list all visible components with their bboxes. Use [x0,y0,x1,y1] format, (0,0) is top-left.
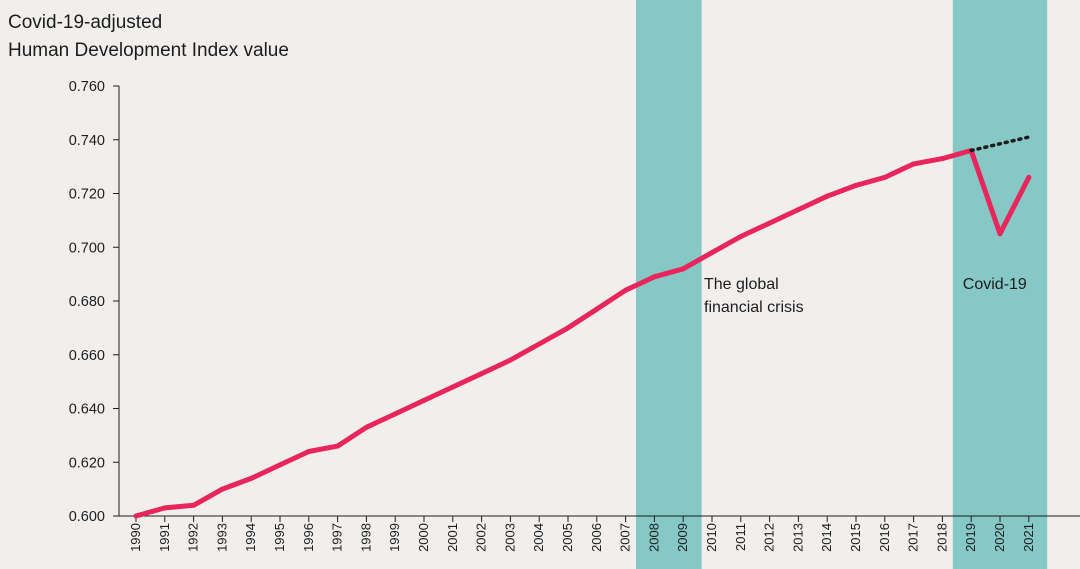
x-tick-label: 1996 [301,523,316,552]
shaded-bands [636,0,1048,569]
x-tick-label: 2007 [618,523,633,552]
data-point [623,287,629,293]
data-point [738,234,744,239]
x-tick-label: 2002 [474,523,489,552]
y-tick-label: 0.680 [69,294,105,310]
x-tick-label: 1994 [243,523,258,552]
y-tick-label: 0.660 [69,348,105,364]
data-point [882,174,888,180]
x-tick-label: 2003 [502,523,517,552]
x-tick-label: 1995 [272,523,287,552]
y-tick-label: 0.720 [69,187,105,203]
band-0-label-line-1: financial crisis [704,299,804,316]
x-tick-label: 2001 [445,523,460,552]
data-point [767,220,773,226]
x-tick-label: 2008 [646,523,661,552]
x-tick-label: 2010 [704,523,719,552]
data-point [651,274,657,280]
title-line-2: Human Development Index value [8,40,289,61]
x-tick-label: 2019 [963,523,978,552]
data-point [853,182,859,188]
data-point [536,341,542,347]
x-tick-label: 1999 [387,523,402,552]
data-point [709,250,715,256]
y-tick-label: 0.700 [69,240,105,256]
data-point [507,357,513,363]
x-tick-label: 2004 [531,523,546,552]
projection-dotted-line [969,135,1031,153]
band-0-label-line-0: The global [704,276,779,293]
data-point [939,156,945,162]
x-tick-label: 2021 [1021,523,1036,552]
band-1-label-line-0: Covid-19 [963,276,1027,293]
data-point [479,371,485,377]
band-1 [952,0,1048,569]
band-annotations: The global financial crisis Covid-19 [704,276,1027,316]
data-point [565,325,571,331]
data-point [594,306,600,312]
chart-title: Covid-19-adjusted Human Development Inde… [8,12,289,61]
x-tick-label: 2012 [762,523,777,552]
data-point [191,502,197,508]
x-tick-label: 2000 [416,523,431,552]
x-axis: 1990 1991 1992 1993 1994 1995 1996 1997 1998 1999… [119,515,1080,552]
data-point [795,207,801,213]
data-point [680,266,686,272]
data-point [1026,174,1032,180]
y-axis: 0.600 0.620 0.640 0.660 0.680 0.700 0.720 0.740… [69,79,120,525]
data-point [277,462,283,468]
x-tick-label: 2013 [790,523,805,552]
y-tick-label: 0.620 [69,455,105,471]
y-tick-label: 0.640 [69,402,105,418]
x-tick-label: 2018 [934,523,949,552]
data-point [162,505,168,511]
data-point [911,161,917,167]
y-tick-label: 0.600 [69,509,105,525]
data-point [335,443,341,449]
x-tick-label: 2020 [992,523,1007,552]
data-point [450,384,456,390]
y-tick-label: 0.740 [69,133,105,149]
x-tick-label: 1990 [128,523,143,552]
data-point [219,486,225,492]
title-line-1: Covid-19-adjusted [8,12,162,33]
data-point [824,193,830,199]
x-tick-label: 1992 [186,523,201,552]
series-layer [133,135,1032,519]
x-tick-label: 1997 [330,523,345,552]
x-tick-label: 1993 [214,523,229,552]
data-point [392,411,398,417]
x-tick-label: 2005 [560,523,575,552]
x-tick-label: 2015 [848,523,863,552]
data-point [306,449,312,454]
x-tick-label: 2017 [906,523,921,552]
x-tick-label: 2009 [675,523,690,552]
band-0 [636,0,702,569]
x-tick-label: 2006 [589,523,604,552]
x-tick-label: 2016 [877,523,892,552]
x-tick-label: 2014 [819,523,834,552]
data-point [363,424,369,430]
data-point [997,231,1003,237]
y-tick-label: 0.760 [69,79,105,95]
x-tick-label: 1998 [358,523,373,552]
data-point [248,475,254,481]
x-tick-label: 2011 [733,523,748,551]
data-point [133,513,139,519]
data-point [421,397,427,403]
x-tick-label: 1991 [157,523,172,552]
series-line-hdi [133,148,1032,519]
